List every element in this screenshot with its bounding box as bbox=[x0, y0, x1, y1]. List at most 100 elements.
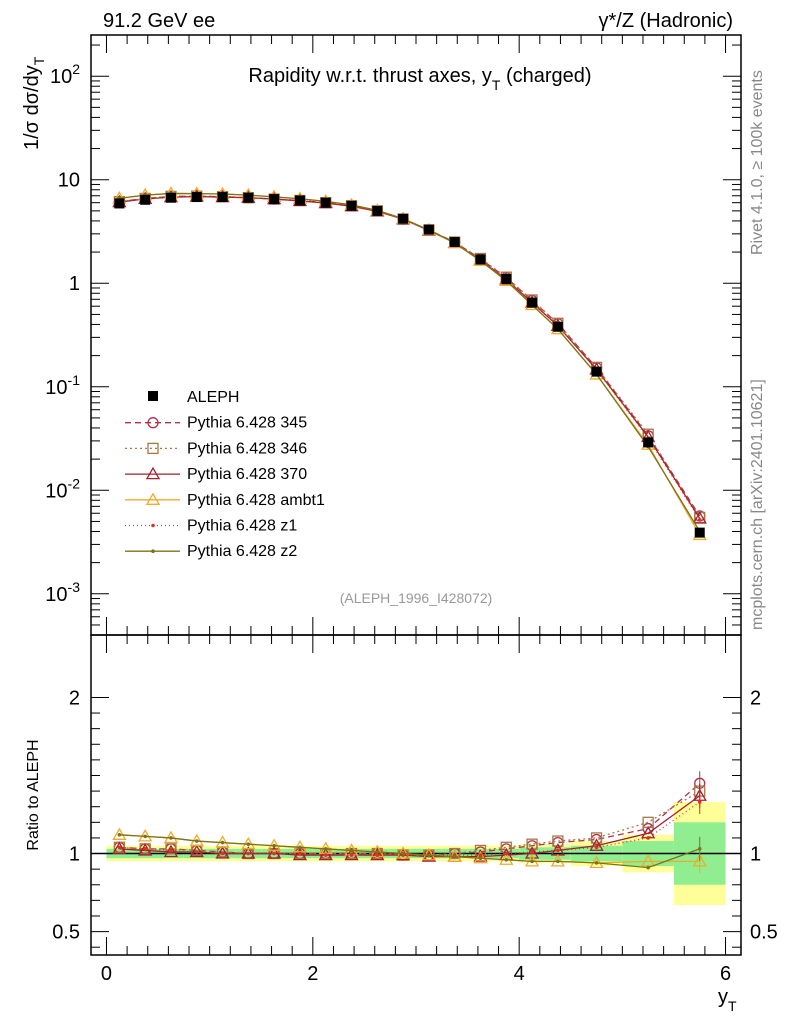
data-point bbox=[475, 254, 486, 265]
legend-marker-data bbox=[148, 391, 158, 401]
series-marker bbox=[267, 846, 282, 859]
series-marker bbox=[241, 846, 256, 859]
ratio-y-tick-label-left: 0.5 bbox=[52, 922, 80, 944]
series-marker bbox=[401, 851, 405, 856]
series-marker bbox=[292, 847, 308, 861]
series-marker bbox=[594, 845, 599, 850]
ratio-series-line bbox=[119, 790, 701, 856]
series-line bbox=[119, 195, 701, 517]
series-marker bbox=[246, 842, 251, 846]
data-point bbox=[140, 194, 151, 205]
ratio-plot-frame bbox=[90, 634, 742, 956]
series-marker bbox=[524, 846, 540, 859]
data-point bbox=[449, 237, 460, 248]
series-marker bbox=[590, 832, 603, 844]
x-tick-label: 6 bbox=[720, 963, 731, 985]
y-tick-label: 10-2 bbox=[45, 475, 80, 502]
ratio-y-tick-label-right: 2 bbox=[750, 687, 761, 709]
ratio-y-tick-label-right: 1 bbox=[750, 844, 761, 866]
ratio-y-label: Ratio to ALEPH bbox=[25, 739, 42, 850]
ratio-y-tick-label-right: 0.5 bbox=[750, 922, 778, 944]
data-point bbox=[552, 321, 563, 332]
series-marker bbox=[151, 549, 155, 553]
data-point bbox=[591, 366, 602, 377]
series-marker bbox=[530, 850, 534, 854]
series-marker bbox=[692, 511, 707, 524]
series-marker bbox=[478, 853, 483, 857]
series-marker bbox=[552, 835, 564, 847]
data-point bbox=[114, 198, 125, 209]
legend-label: Pythia 6.428 ambt1 bbox=[187, 492, 325, 509]
legend-label: Pythia 6.428 z1 bbox=[187, 518, 297, 535]
series-marker bbox=[504, 851, 509, 856]
series-marker bbox=[449, 847, 461, 860]
analysis-watermark: (ALEPH_1996_I428072) bbox=[340, 590, 493, 606]
main-plot-panel: 10-3 10-2 10-1 1 10 102 Rapidity w.r.t. thrus… bbox=[45, 34, 742, 636]
series-marker bbox=[375, 850, 380, 854]
ratio-series-line bbox=[119, 782, 701, 856]
legend-label: Pythia 6.428 345 bbox=[187, 415, 307, 432]
x-axis-label: yT bbox=[718, 986, 737, 1014]
legend: ALEPH Pythia 6.428 345 Pythia 6.428 346 Pyt… bbox=[125, 389, 325, 560]
data-point bbox=[165, 192, 176, 203]
series-marker bbox=[143, 834, 147, 839]
series-marker bbox=[349, 848, 354, 853]
series-marker bbox=[646, 836, 650, 840]
ratio-y-tick-label-left: 2 bbox=[69, 687, 80, 709]
data-point bbox=[320, 197, 331, 208]
series-marker bbox=[452, 854, 457, 859]
series-marker bbox=[143, 847, 147, 851]
series-marker bbox=[323, 847, 328, 851]
data-point bbox=[294, 195, 305, 206]
x-axis: 0 2 4 6 bbox=[101, 35, 731, 985]
series-marker bbox=[504, 857, 509, 862]
series-marker bbox=[112, 841, 127, 855]
data-point bbox=[643, 437, 654, 448]
series-marker bbox=[169, 836, 173, 840]
ratio-plot-marks bbox=[91, 771, 741, 906]
series-marker bbox=[145, 492, 161, 505]
y-tick-label: 102 bbox=[50, 61, 80, 88]
rivet-version-label: Rivet 4.1.0, ≥ 100k events bbox=[749, 70, 766, 255]
series-marker bbox=[145, 466, 161, 480]
series-marker bbox=[147, 442, 159, 455]
series-marker bbox=[556, 859, 560, 864]
main-y-label: 1/σ dσ/dyT bbox=[21, 56, 47, 150]
series-marker bbox=[478, 856, 483, 861]
series-marker bbox=[189, 844, 204, 858]
series-marker bbox=[375, 853, 380, 857]
series-marker bbox=[697, 517, 702, 522]
x-tick-label: 4 bbox=[514, 963, 525, 985]
x-tick-label: 0 bbox=[101, 963, 112, 985]
series-marker bbox=[697, 847, 702, 851]
series-marker bbox=[349, 853, 354, 857]
series-marker bbox=[427, 853, 431, 857]
series-marker bbox=[318, 847, 333, 861]
series-marker bbox=[550, 854, 565, 867]
y-tick-label: 10-1 bbox=[45, 372, 80, 399]
series-marker bbox=[298, 845, 302, 850]
series-marker bbox=[594, 861, 599, 865]
legend-label: Pythia 6.428 z2 bbox=[187, 543, 297, 560]
legend-label: ALEPH bbox=[187, 389, 239, 406]
legend-label: Pythia 6.428 346 bbox=[187, 440, 307, 457]
series-marker bbox=[220, 851, 225, 856]
series-marker bbox=[163, 844, 179, 858]
ratio-y-tick-label-left: 1 bbox=[69, 844, 80, 866]
series-marker bbox=[220, 840, 225, 845]
legend-label: Pythia 6.428 370 bbox=[187, 466, 307, 483]
y-tick-label: 1 bbox=[69, 273, 80, 295]
header-energy: 91.2 GeV ee bbox=[103, 10, 215, 32]
data-point bbox=[372, 205, 383, 216]
series-marker bbox=[697, 800, 702, 804]
series-marker bbox=[272, 843, 276, 848]
series-marker bbox=[117, 833, 122, 837]
series-marker bbox=[473, 849, 488, 862]
series-marker bbox=[589, 838, 604, 851]
data-point bbox=[269, 194, 280, 205]
main-plot-marks bbox=[112, 186, 707, 541]
plot-title: Rapidity w.r.t. thrust axes, yT (charged… bbox=[248, 65, 591, 93]
ratio-plot-panel: 0.5 0.5 1 1 2 2 0 2 4 6 bbox=[52, 35, 778, 985]
series-marker bbox=[272, 851, 276, 856]
series-marker bbox=[147, 417, 159, 429]
